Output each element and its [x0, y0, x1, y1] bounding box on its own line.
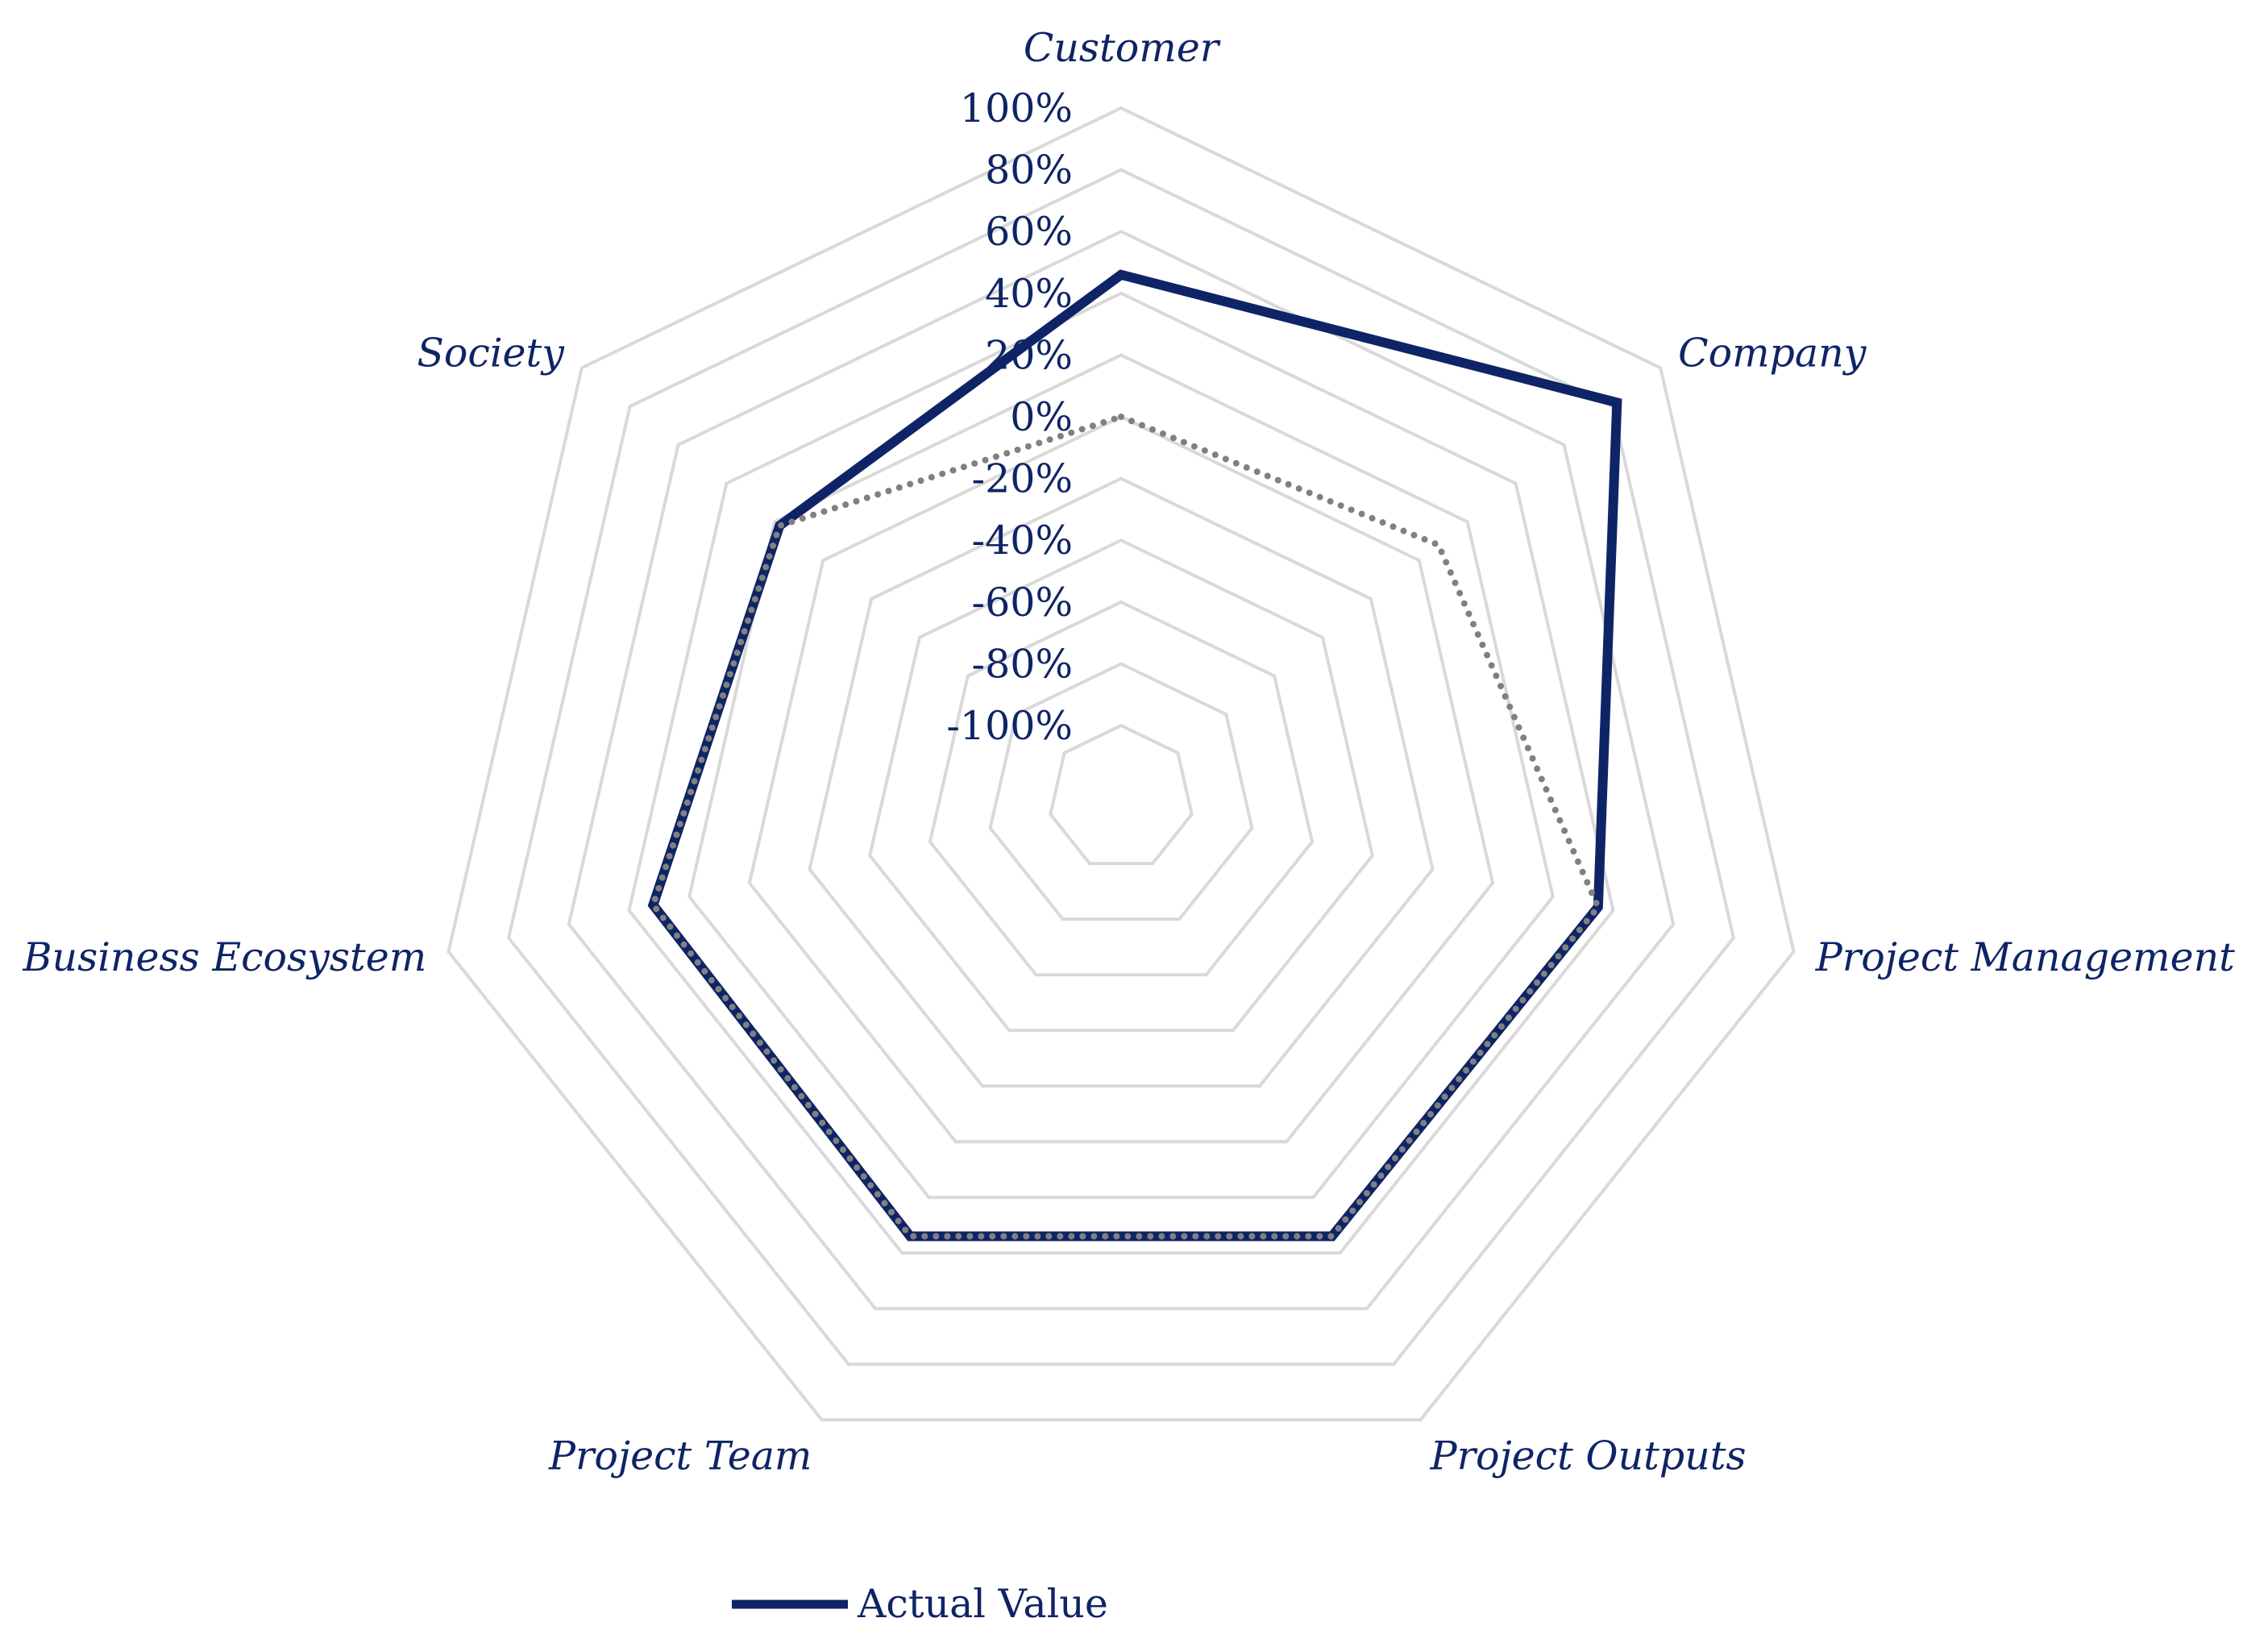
grid-ring — [747, 414, 1495, 1144]
axis-labels: Customer Company Project Management Project… — [23, 25, 2236, 1479]
axis-label: Business Ecosystem — [23, 934, 427, 980]
radial-tick-labels: 100% 80% 60% 40% 20% 0% -20% -40% -60% -80% -100% — [946, 85, 1073, 749]
legend-label-actual-value: Actual Value — [857, 1581, 1108, 1627]
axis-label: Company — [1678, 331, 1867, 376]
axis-label: Customer — [1024, 25, 1221, 71]
grid-ring — [567, 229, 1676, 1311]
grid-ring — [447, 106, 1796, 1422]
radial-tick-label: -100% — [946, 703, 1073, 749]
series-line-reference — [649, 413, 1602, 1240]
axis-label: Society — [417, 331, 565, 376]
radial-tick-label: 100% — [960, 85, 1073, 131]
radial-tick-label: -80% — [972, 641, 1073, 687]
grid-ring — [988, 662, 1254, 921]
series-layer — [647, 269, 1622, 1242]
grid-ring — [627, 291, 1615, 1255]
legend: Actual Value — [732, 1581, 1108, 1627]
series-line-actual-value — [647, 269, 1622, 1242]
grid-ring — [808, 476, 1435, 1088]
radial-tick-label: 40% — [985, 271, 1073, 317]
grid-ring — [868, 538, 1374, 1033]
radial-tick-label: 0% — [1010, 394, 1073, 440]
grid-ring — [928, 600, 1315, 977]
grid-ring — [1049, 723, 1194, 866]
radial-tick-label: 80% — [985, 148, 1073, 193]
axis-label: Project Management — [1815, 934, 2235, 980]
radial-tick-label: -60% — [972, 580, 1073, 626]
axis-label: Project Outputs — [1430, 1433, 1747, 1479]
grid-layer — [447, 106, 1796, 1422]
grid-ring — [687, 353, 1555, 1200]
radial-tick-label: 60% — [985, 209, 1073, 255]
radial-tick-label: -40% — [972, 518, 1073, 564]
radial-tick-label: -20% — [972, 456, 1073, 502]
radial-tick-label: 20% — [985, 332, 1073, 378]
axis-label: Project Team — [548, 1433, 812, 1479]
grid-ring — [506, 168, 1736, 1366]
